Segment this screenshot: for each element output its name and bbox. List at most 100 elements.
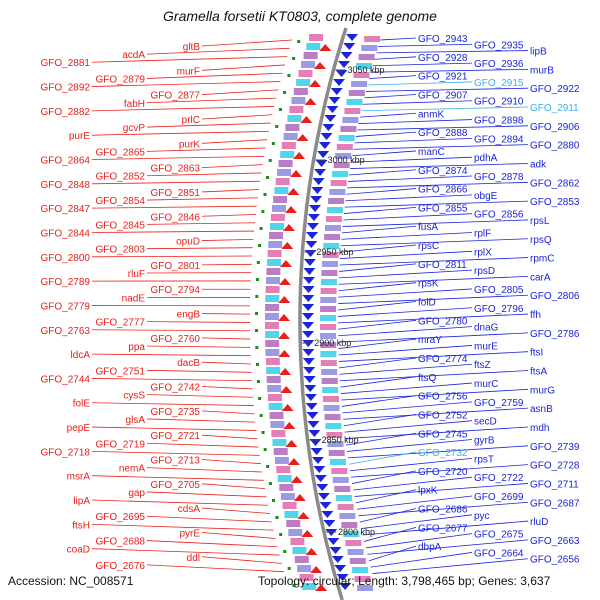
label-connector — [374, 56, 417, 60]
gene-block — [320, 288, 337, 294]
gene-block — [321, 369, 338, 375]
gene-block — [364, 36, 381, 42]
label-connector — [201, 507, 270, 514]
gene-label: gyrB — [474, 436, 495, 447]
label-connector — [91, 378, 252, 382]
forward-strand-arrow — [305, 241, 318, 248]
gene-block — [321, 279, 337, 285]
reverse-strand-arrow — [278, 350, 291, 357]
label-connector — [340, 376, 417, 388]
gene-block — [277, 169, 292, 176]
gene-label: GFO_2906 — [530, 122, 580, 133]
gene-block — [283, 133, 298, 140]
position-marker — [263, 193, 267, 196]
gene-label: GFO_2882 — [41, 107, 91, 118]
gene-label: GFO_2922 — [530, 84, 580, 95]
gene-block — [334, 486, 351, 492]
reverse-strand-arrow — [296, 134, 309, 141]
label-connector — [91, 450, 260, 456]
gene-label: GFO_2719 — [96, 439, 146, 450]
position-marker — [283, 550, 287, 553]
label-connector — [338, 282, 417, 292]
gene-block — [291, 97, 306, 104]
reverse-strand-arrow — [313, 62, 326, 69]
gene-block — [328, 450, 345, 456]
gene-label: GFO_2720 — [418, 467, 468, 478]
forward-strand-arrow — [320, 133, 333, 140]
label-connector — [91, 56, 288, 63]
forward-strand-arrow — [337, 61, 350, 68]
reverse-strand-arrow — [293, 152, 306, 159]
length-label: Length: 3,798,465 bp; — [358, 574, 475, 588]
label-connector — [201, 410, 255, 415]
label-connector — [91, 130, 269, 136]
gene-block — [299, 574, 314, 581]
reverse-strand-arrow — [300, 116, 313, 123]
label-connector — [91, 180, 261, 185]
reverse-strand-arrow — [310, 566, 323, 573]
label-connector — [347, 439, 473, 452]
label-connector — [351, 156, 473, 163]
gene-label: GFO_2760 — [151, 334, 201, 345]
gene-label: GFO_2686 — [418, 505, 468, 516]
label-connector — [201, 238, 254, 241]
gene-block — [348, 90, 365, 96]
label-connector — [362, 520, 529, 536]
label-connector — [201, 214, 256, 217]
forward-strand-arrow — [304, 394, 317, 401]
gene-block — [346, 99, 363, 105]
label-connector — [341, 395, 417, 407]
scale-ticks: 3050 kbp 3000 kbp 2950 kbp 2900 kbp 2850 kbp… — [255, 40, 385, 587]
position-marker — [275, 516, 279, 519]
position-marker — [272, 499, 276, 502]
gene-block — [266, 277, 280, 284]
position-marker — [255, 363, 259, 366]
label-connector — [201, 434, 258, 440]
gene-block — [332, 477, 349, 483]
gene-block — [270, 223, 284, 230]
forward-strand-arrow — [339, 583, 352, 590]
forward-strand-arrow — [315, 160, 328, 167]
gene-label: purK — [179, 139, 200, 150]
gene-block — [274, 457, 289, 464]
label-connector — [91, 523, 274, 531]
gene-label: rpsQ — [530, 235, 552, 246]
label-connector — [201, 556, 282, 564]
gene-label: ftsH — [72, 520, 90, 531]
gene-label: ftsQ — [418, 373, 437, 384]
position-marker — [297, 40, 301, 43]
gene-label: nemA — [119, 464, 145, 475]
gene-label: ftsZ — [474, 360, 491, 371]
gene-block — [320, 324, 336, 330]
gene-label: GFO_2921 — [418, 72, 468, 83]
label-connector — [201, 532, 276, 539]
gene-label: GFO_2751 — [96, 366, 146, 377]
gene-label: ppa — [128, 342, 145, 353]
gene-block — [345, 540, 362, 546]
forward-strand-arrow — [302, 277, 315, 284]
gene-label: rpsL — [530, 216, 550, 227]
label-connector — [146, 442, 259, 448]
label-connector — [91, 402, 254, 406]
label-connector — [357, 495, 473, 510]
forward-strand-arrow — [302, 313, 315, 320]
forward-strand-arrow — [304, 385, 317, 392]
gene-block — [266, 367, 281, 374]
gene-label: rpsT — [474, 454, 494, 465]
gene-block — [320, 360, 337, 366]
gene-block — [269, 232, 284, 239]
label-connector — [346, 188, 417, 195]
gene-label: lpxK — [418, 486, 438, 497]
gene-label: GFO_2688 — [96, 537, 146, 548]
gene-label: dnaG — [474, 323, 499, 334]
left-label-connectors — [91, 39, 293, 573]
label-connector — [91, 205, 257, 209]
gene-block — [281, 142, 296, 149]
gene-label: mdh — [530, 423, 549, 434]
position-marker — [258, 397, 262, 400]
gene-block — [329, 189, 346, 195]
scale-tick-label: 2900 kbp — [314, 338, 351, 348]
forward-strand-arrow — [309, 439, 322, 446]
label-connector — [338, 301, 417, 311]
label-connector — [344, 200, 529, 208]
